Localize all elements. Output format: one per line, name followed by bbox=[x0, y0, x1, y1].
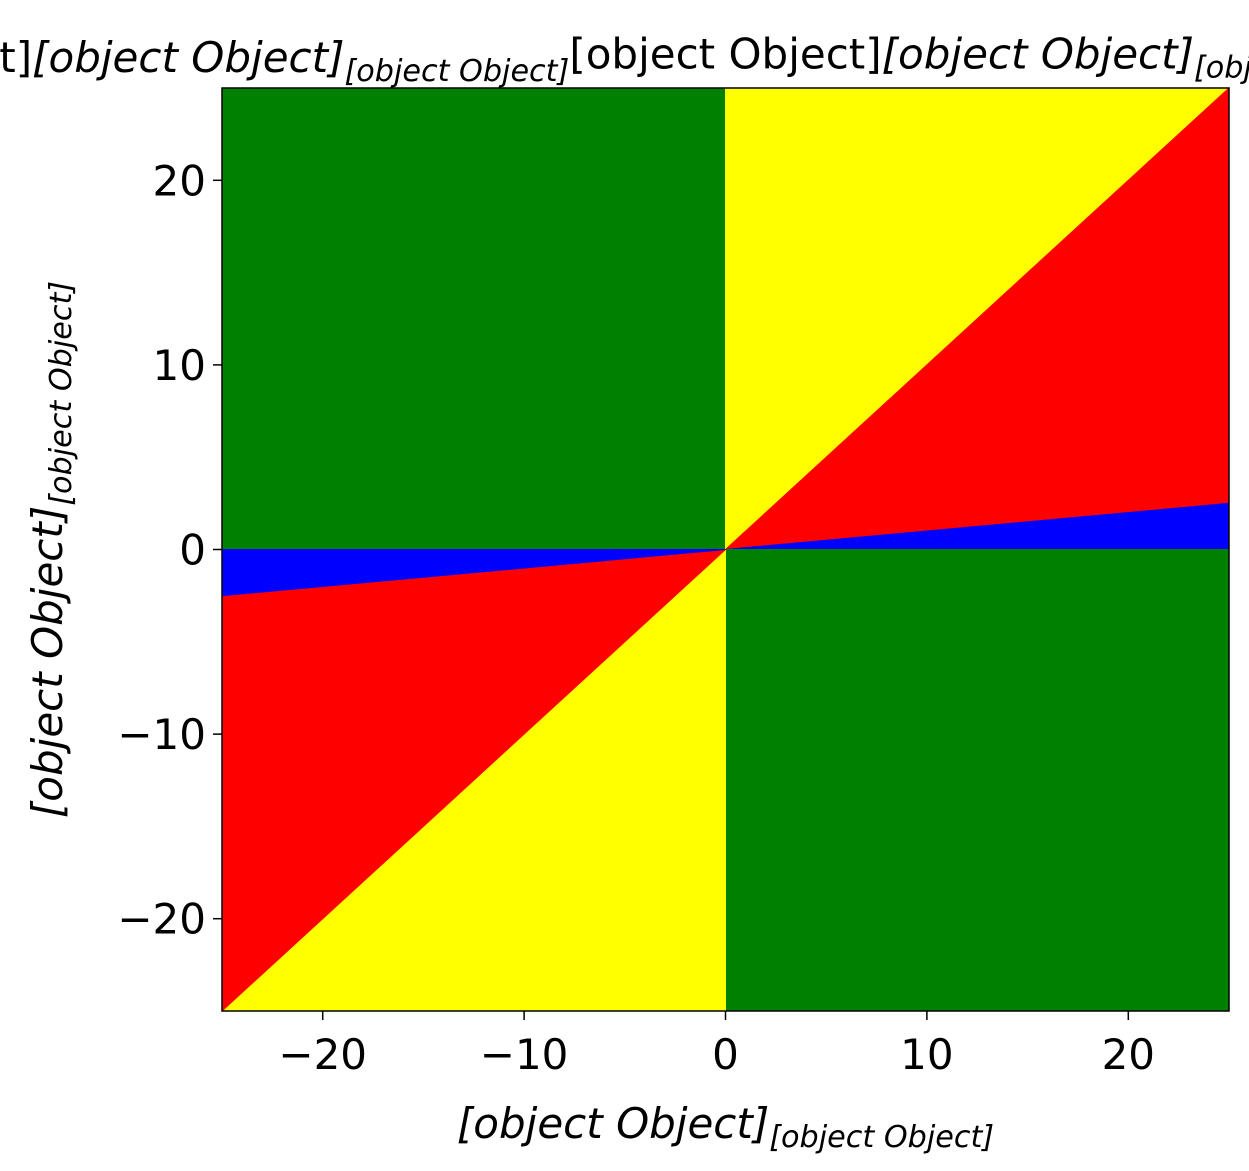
chart-title-part: [object Object] bbox=[0, 33, 32, 82]
x-tick-label: 0 bbox=[712, 1030, 739, 1079]
chart-title-part: [object Object] bbox=[1194, 51, 1249, 86]
region bbox=[221, 87, 726, 550]
y-tick-label: 10 bbox=[153, 341, 206, 390]
x-tick-label: −20 bbox=[278, 1030, 367, 1079]
chart-title: [object Object][object Object][object Ob… bbox=[0, 26, 1249, 89]
x-axis-label: [object Object][object Object] bbox=[457, 1099, 994, 1155]
x-axis-label-part: [object Object] bbox=[457, 1099, 769, 1148]
region bbox=[725, 549, 1230, 1012]
x-tick-label: 20 bbox=[1102, 1030, 1155, 1079]
x-tick-label: 10 bbox=[900, 1030, 953, 1079]
y-tick-label: −10 bbox=[117, 710, 206, 759]
x-tick-label: −10 bbox=[480, 1030, 569, 1079]
y-tick-label: 20 bbox=[153, 156, 206, 205]
x-axis-label-part: [object Object] bbox=[769, 1120, 994, 1155]
y-tick-label: −20 bbox=[117, 895, 206, 944]
chart-title-part: [object Object] bbox=[32, 33, 344, 82]
y-axis-label-part: [object Object] bbox=[23, 506, 72, 818]
chart-title-part: [object Object] bbox=[569, 29, 881, 78]
y-axis-label-part: [object Object] bbox=[44, 281, 79, 506]
chart-title-part: [object Object] bbox=[882, 29, 1194, 78]
y-axis-label: [object Object][object Object] bbox=[23, 281, 79, 818]
y-tick-label: 0 bbox=[179, 526, 206, 575]
chart-title-part: [object Object] bbox=[344, 54, 569, 89]
